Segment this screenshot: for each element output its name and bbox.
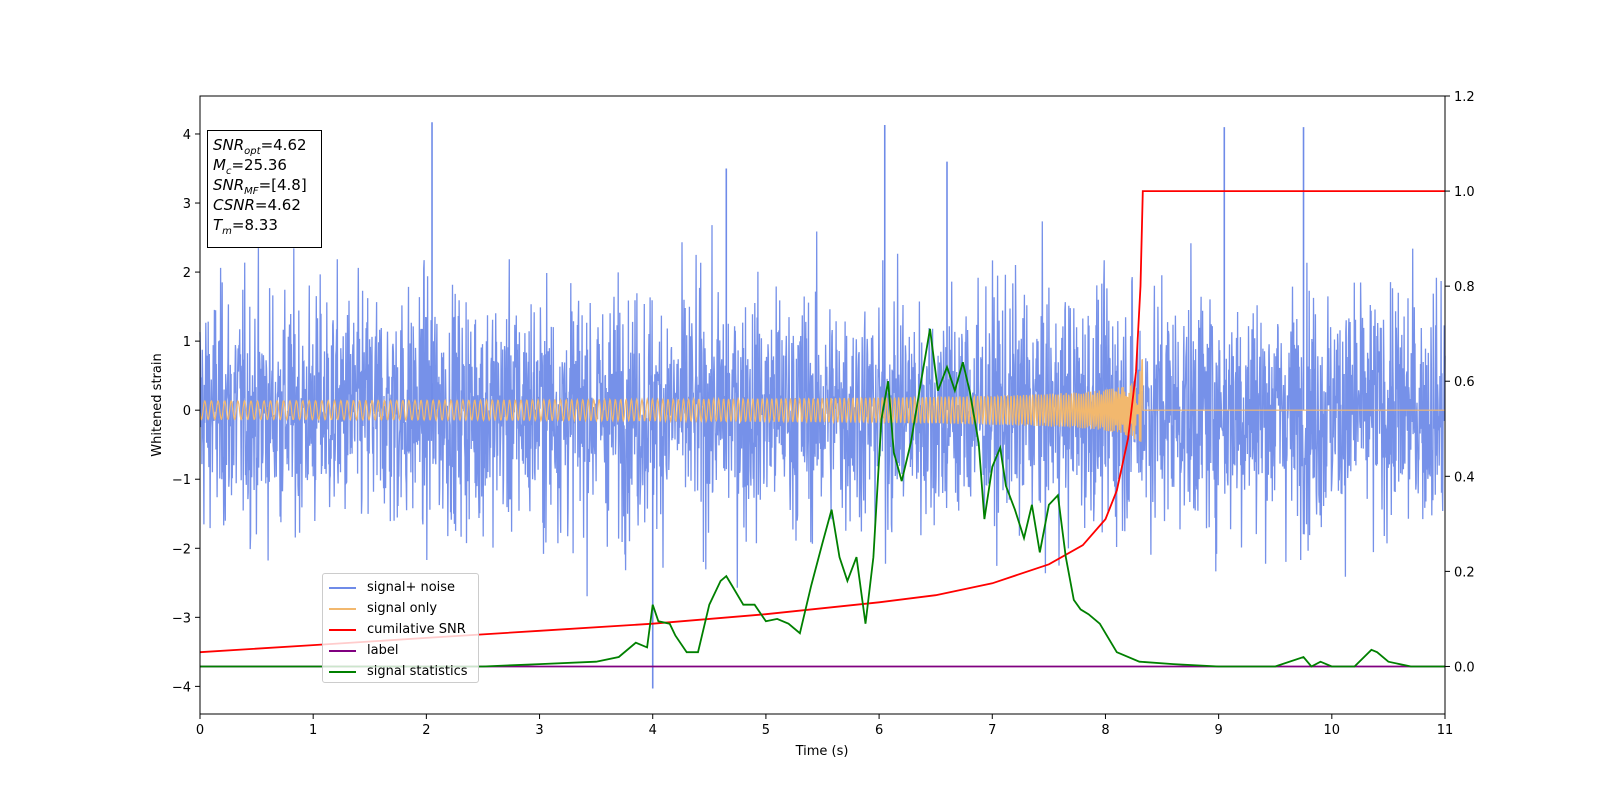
y-tick-label-left: −3 <box>172 611 191 626</box>
stats-info-box: SNRopt=4.62 Mc=25.36 SNRMF=[4.8] CSNR=4.… <box>207 130 322 248</box>
y-ticks-left: −4 −3 −2 −1 0 1 2 3 4 <box>172 128 200 695</box>
legend-swatch <box>329 670 356 673</box>
y-axis-label: Whitened strain <box>150 353 165 456</box>
chirp-mass-line: Mc=25.36 <box>213 156 287 177</box>
legend-swatch <box>329 607 356 610</box>
x-tick-label: 6 <box>875 723 883 738</box>
y-tick-label-left: −4 <box>172 680 191 695</box>
y-tick-label-left: 1 <box>183 335 191 350</box>
x-tick-label: 0 <box>196 723 204 738</box>
y-tick-label-right: 0.6 <box>1454 375 1475 390</box>
x-tick-label: 7 <box>988 723 996 738</box>
snr-opt-line: SNRopt=4.62 <box>213 136 307 157</box>
legend-entry-label: label <box>329 640 478 661</box>
x-tick-label: 9 <box>1214 723 1222 738</box>
y-tick-label-right: 0.2 <box>1454 565 1475 580</box>
plot-frame <box>199 95 1446 715</box>
legend-swatch <box>329 586 356 589</box>
x-ticks: 0 1 2 3 4 5 6 7 8 9 10 11 <box>196 714 1453 738</box>
legend-entry-signal-statistics: signal statistics <box>329 661 478 682</box>
y-tick-label-left: 0 <box>183 404 191 419</box>
y-tick-label-left: 2 <box>183 266 191 281</box>
csnr-line: CSNR=4.62 <box>213 196 301 214</box>
x-tick-label: 11 <box>1437 723 1454 738</box>
x-tick-label: 10 <box>1324 723 1341 738</box>
y-tick-label-left: 3 <box>183 197 191 212</box>
y-tick-label-left: −1 <box>172 473 191 488</box>
signal-only-line <box>199 358 1445 442</box>
y-tick-label-right: 1.2 <box>1454 90 1475 105</box>
cumulative-snr-line <box>199 190 1445 654</box>
y-tick-label-right: 1.0 <box>1454 185 1475 200</box>
y-tick-label-left: −2 <box>172 542 191 557</box>
legend-swatch <box>329 649 356 652</box>
y-ticks-right: 0.0 0.2 0.4 0.6 0.8 1.0 1.2 <box>1445 90 1475 675</box>
y-tick-label-right: 0.8 <box>1454 280 1475 295</box>
x-tick-label: 4 <box>649 723 657 738</box>
tm-line: Tm=8.33 <box>213 216 278 237</box>
y-tick-label-right: 0.4 <box>1454 470 1475 485</box>
legend-entry-signal-noise: signal+ noise <box>329 577 478 598</box>
signal-series-layer <box>199 358 1445 442</box>
x-axis-label: Time (s) <box>795 744 849 759</box>
x-tick-label: 3 <box>535 723 543 738</box>
signal-statistics-line <box>200 328 1445 668</box>
y-tick-label-right: 0.0 <box>1454 660 1475 675</box>
legend-entry-signal-only: signal only <box>329 598 478 619</box>
snr-mf-line: SNRMF=[4.8] <box>213 176 307 197</box>
x-tick-label: 1 <box>309 723 317 738</box>
x-tick-label: 5 <box>762 723 770 738</box>
legend-swatch <box>329 628 356 631</box>
legend: signal+ noise signal only cumilative SNR… <box>322 573 479 683</box>
y-tick-label-left: 4 <box>183 128 191 143</box>
legend-entry-cumulative-snr: cumilative SNR <box>329 619 478 640</box>
x-tick-label: 2 <box>422 723 430 738</box>
x-tick-label: 8 <box>1101 723 1109 738</box>
